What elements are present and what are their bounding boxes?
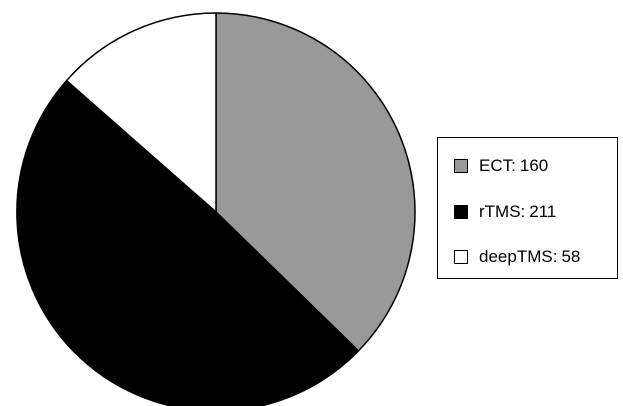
legend-swatch-deeptms [454,250,468,264]
legend: ECT: 160 rTMS: 211 deepTMS: 58 [437,137,618,279]
legend-swatch-ect [454,159,468,173]
legend-swatch-rtms [454,205,468,219]
legend-text-deeptms: deepTMS: 58 [479,247,581,266]
legend-item-ect: ECT: 160 [454,155,548,177]
legend-text-ect: ECT: 160 [479,156,549,175]
pie-slice-deeptms [65,12,217,213]
pie-slice-rtms [16,79,360,406]
pie-slice-ect [215,12,416,352]
legend-text-rtms: rTMS: 211 [479,202,557,221]
legend-item-deeptms: deepTMS: 58 [454,246,580,268]
legend-item-rtms: rTMS: 211 [454,201,556,223]
